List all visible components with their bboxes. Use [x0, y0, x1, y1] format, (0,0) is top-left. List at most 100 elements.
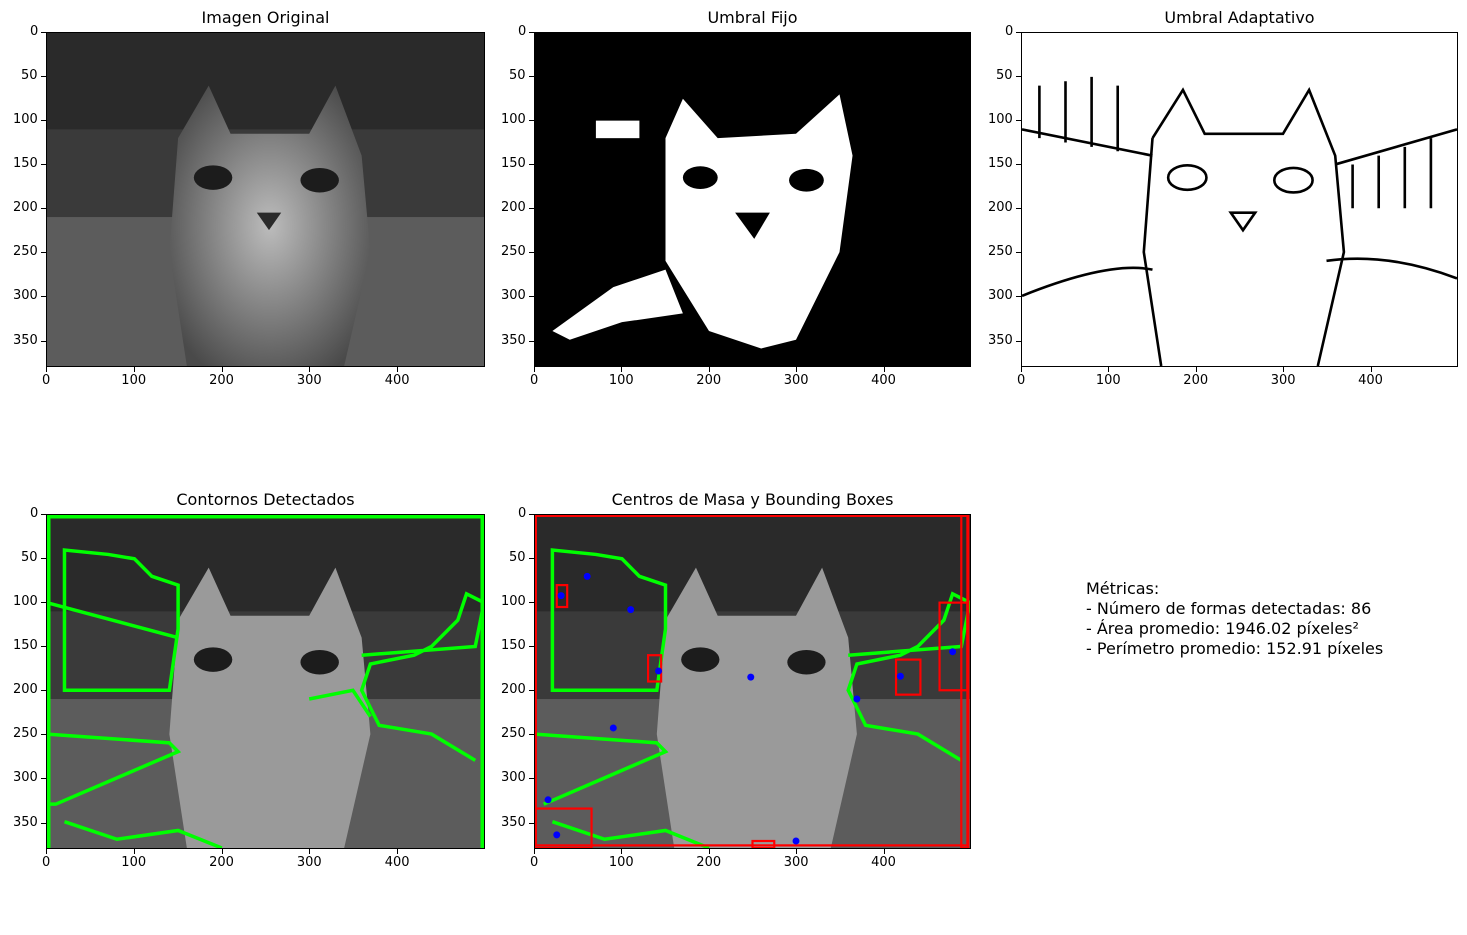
y-tick-mark [1016, 208, 1021, 210]
x-tick-mark [534, 849, 535, 854]
y-tick-label: 150 [501, 638, 526, 654]
y-tick-mark [529, 690, 534, 692]
y-tick-label: 150 [13, 156, 38, 172]
x-tick-mark [1108, 367, 1110, 372]
y-tick-mark [529, 296, 534, 298]
y-tick-mark [41, 252, 46, 254]
x-tick-label: 200 [696, 373, 722, 388]
y-tick-label: 0 [518, 24, 527, 39]
y-tick-label: 150 [501, 156, 526, 172]
y-tick-mark [1016, 120, 1021, 122]
y-tick-label: 0 [518, 506, 527, 521]
y-tick-mark [529, 734, 534, 736]
y-tick-mark [529, 778, 534, 780]
x-tick-mark [309, 849, 311, 854]
y-tick-label: 0 [1005, 24, 1014, 39]
y-tick-mark [1016, 340, 1021, 342]
y-tick-label: 350 [13, 814, 38, 830]
x-tick-label: 0 [530, 373, 539, 388]
metrics-panel: Métricas: - Número de formas detectadas: … [1086, 579, 1383, 659]
x-tick-label: 400 [871, 855, 896, 870]
y-tick-label: 100 [13, 112, 38, 128]
image-fixed-threshold [534, 32, 971, 367]
y-tick-mark [529, 340, 534, 342]
image-original [46, 32, 485, 367]
y-tick-label: 300 [13, 288, 38, 304]
y-tick-label: 50 [21, 550, 38, 566]
y-tick-mark [41, 340, 46, 342]
x-tick-label: 100 [1095, 373, 1121, 388]
y-tick-mark [529, 76, 534, 78]
y-tick-mark [41, 76, 46, 78]
y-tick-label: 300 [501, 288, 526, 304]
y-tick-mark [41, 208, 46, 210]
x-tick-mark [883, 849, 885, 854]
x-tick-mark [796, 367, 798, 372]
y-tick-mark [41, 558, 46, 560]
y-tick-mark [529, 164, 534, 166]
y-tick-mark [41, 32, 46, 33]
y-tick-label: 0 [30, 24, 39, 39]
y-tick-label: 350 [501, 332, 526, 348]
y-tick-label: 150 [988, 156, 1013, 172]
y-tick-mark [529, 120, 534, 122]
y-tick-label: 200 [988, 200, 1013, 216]
y-tick-label: 250 [988, 244, 1013, 260]
x-tick-label: 200 [209, 855, 234, 870]
x-tick-mark [309, 367, 311, 372]
x-tick-mark [796, 849, 798, 854]
y-tick-mark [1016, 32, 1021, 33]
x-tick-mark [708, 367, 710, 372]
x-tick-mark [46, 849, 47, 854]
y-tick-label: 200 [13, 200, 38, 216]
x-tick-mark [534, 367, 535, 372]
x-tick-label: 300 [783, 373, 809, 388]
y-tick-label: 100 [13, 594, 38, 610]
y-tick-label: 0 [30, 506, 39, 521]
y-tick-mark [529, 558, 534, 560]
y-tick-label: 200 [501, 200, 526, 216]
metrics-line: - Número de formas detectadas: 86 [1086, 599, 1372, 618]
y-tick-label: 150 [13, 638, 38, 654]
y-tick-mark [41, 734, 46, 736]
y-tick-mark [529, 602, 534, 604]
x-tick-label: 200 [696, 855, 722, 870]
panel-title: Centros de Masa y Bounding Boxes [611, 490, 894, 509]
panel-title: Contornos Detectados [176, 490, 355, 509]
x-tick-label: 300 [296, 373, 322, 388]
x-tick-label: 400 [1358, 373, 1383, 388]
y-tick-label: 300 [13, 770, 38, 786]
x-tick-mark [1283, 367, 1285, 372]
y-tick-label: 50 [509, 550, 526, 566]
x-tick-mark [221, 849, 223, 854]
metrics-line: - Área promedio: 1946.02 píxeles² [1086, 619, 1359, 638]
y-tick-label: 250 [13, 244, 38, 260]
y-tick-mark [529, 252, 534, 254]
y-tick-label: 350 [13, 332, 38, 348]
y-tick-mark [41, 120, 46, 122]
x-tick-mark [708, 849, 710, 854]
panel-title: Umbral Fijo [707, 8, 798, 27]
x-tick-mark [1021, 367, 1022, 372]
metrics-heading: Métricas: [1086, 579, 1160, 598]
x-tick-mark [1195, 367, 1197, 372]
x-tick-label: 300 [296, 855, 322, 870]
y-tick-mark [41, 296, 46, 298]
x-tick-mark [621, 849, 623, 854]
x-tick-mark [397, 849, 399, 854]
x-tick-label: 400 [871, 373, 896, 388]
x-tick-label: 200 [209, 373, 234, 388]
x-tick-mark [46, 367, 47, 372]
y-tick-label: 50 [21, 68, 38, 84]
x-tick-label: 100 [121, 373, 147, 388]
y-tick-label: 100 [988, 112, 1013, 128]
y-tick-mark [41, 778, 46, 780]
metrics-line: - Perímetro promedio: 152.91 píxeles [1086, 639, 1384, 658]
image-centroids-bboxes [534, 514, 971, 849]
x-tick-label: 400 [384, 373, 410, 388]
y-tick-label: 50 [509, 68, 526, 84]
y-tick-label: 350 [988, 332, 1013, 348]
x-tick-label: 200 [1183, 373, 1209, 388]
y-tick-mark [529, 208, 534, 210]
x-tick-mark [133, 849, 135, 854]
